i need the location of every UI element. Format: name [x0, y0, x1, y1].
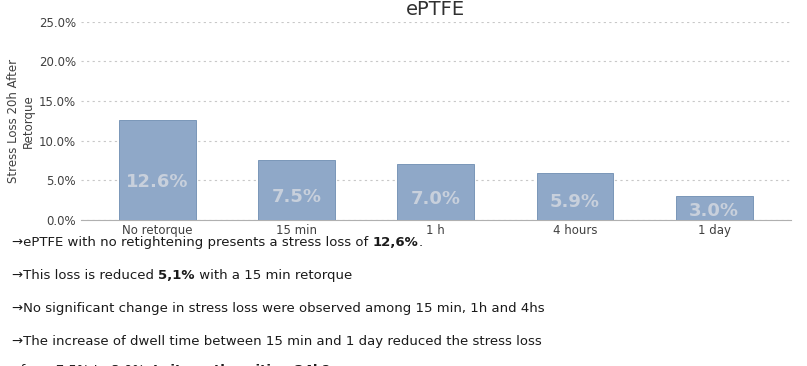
Bar	[676, 196, 753, 220]
Text: →The increase of dwell time between 15 min and 1 day reduced the stress loss: →The increase of dwell time between 15 m…	[12, 335, 541, 348]
Text: from 7,5% to 3,0%.: from 7,5% to 3,0%.	[12, 364, 153, 366]
Text: 5.9%: 5.9%	[550, 193, 600, 211]
Bar	[537, 173, 613, 220]
Text: with a 15 min retorque: with a 15 min retorque	[194, 269, 352, 282]
Text: 7.5%: 7.5%	[271, 188, 321, 206]
Text: 12.6%: 12.6%	[126, 173, 189, 191]
Text: .: .	[418, 236, 423, 249]
Bar	[258, 160, 335, 220]
Title: ePTFE: ePTFE	[406, 0, 466, 19]
Text: →No significant change in stress loss were observed among 15 min, 1h and 4hs: →No significant change in stress loss we…	[12, 302, 545, 315]
Text: 12,6%: 12,6%	[373, 236, 418, 249]
Text: 5,1%: 5,1%	[158, 269, 194, 282]
Bar	[398, 164, 474, 220]
Text: 3.0%: 3.0%	[689, 202, 739, 220]
Text: →ePTFE with no retightening presents a stress loss of: →ePTFE with no retightening presents a s…	[12, 236, 373, 249]
Text: →This loss is reduced: →This loss is reduced	[12, 269, 158, 282]
Text: 7.0%: 7.0%	[411, 190, 461, 208]
Text: Is it worth waiting 24h?: Is it worth waiting 24h?	[153, 364, 331, 366]
Y-axis label: Stress Loss 20h After
Retorque: Stress Loss 20h After Retorque	[6, 59, 35, 183]
Bar	[119, 120, 195, 220]
